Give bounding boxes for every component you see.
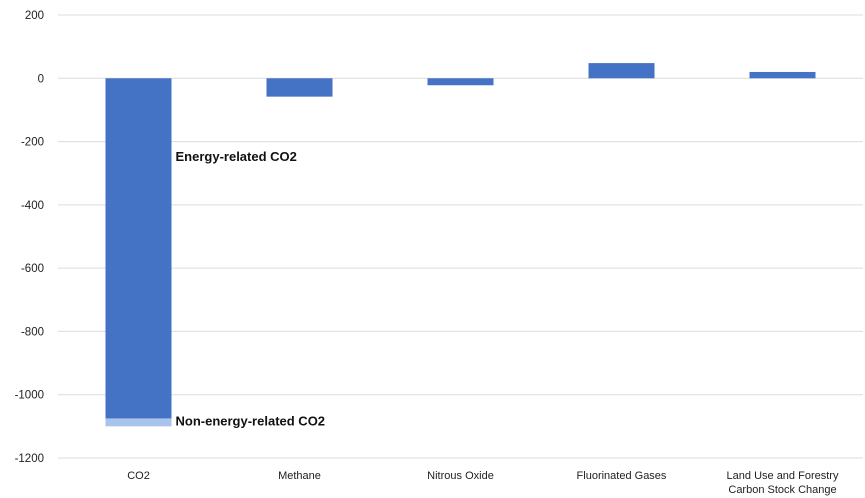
y-tick-label: -400 bbox=[21, 200, 44, 212]
y-axis-tick-labels: 200 0 -200 -400 -600 -800 -1000 -1200 bbox=[15, 10, 44, 465]
bar-fluorinated-gases bbox=[588, 63, 655, 79]
y-tick-label: -600 bbox=[21, 263, 44, 275]
bar-annotation: Energy-related CO2 bbox=[176, 149, 297, 164]
annotations: Energy-related CO2 Non-energy-related CO2 bbox=[176, 149, 326, 429]
gridlines bbox=[58, 14, 863, 459]
x-category-label: Land Use and Forestry Carbon Stock Change bbox=[727, 470, 839, 496]
bar-annotation: Non-energy-related CO2 bbox=[176, 414, 326, 429]
bar-nitrous-oxide bbox=[427, 78, 494, 86]
x-category-label: Fluorinated Gases bbox=[577, 470, 667, 482]
y-tick-label: -800 bbox=[21, 326, 44, 338]
y-tick-label: -200 bbox=[21, 137, 44, 149]
bars bbox=[105, 63, 816, 427]
y-tick-label: -1200 bbox=[15, 453, 44, 465]
y-tick-label: 0 bbox=[38, 73, 44, 85]
bar-methane bbox=[266, 78, 333, 97]
y-tick-label: -1000 bbox=[15, 390, 44, 402]
x-axis-category-labels: CO2 Methane Nitrous Oxide Fluorinated Gases… bbox=[127, 470, 839, 496]
bar-land-use-and-forestry-carbon-stock-change bbox=[749, 71, 816, 79]
x-category-label: Methane bbox=[278, 470, 321, 482]
y-tick-label: 200 bbox=[25, 10, 44, 22]
bar-co2 bbox=[105, 78, 172, 419]
bar-co2 bbox=[105, 418, 172, 427]
x-category-label: Nitrous Oxide bbox=[427, 470, 494, 482]
x-category-label: CO2 bbox=[127, 470, 150, 482]
